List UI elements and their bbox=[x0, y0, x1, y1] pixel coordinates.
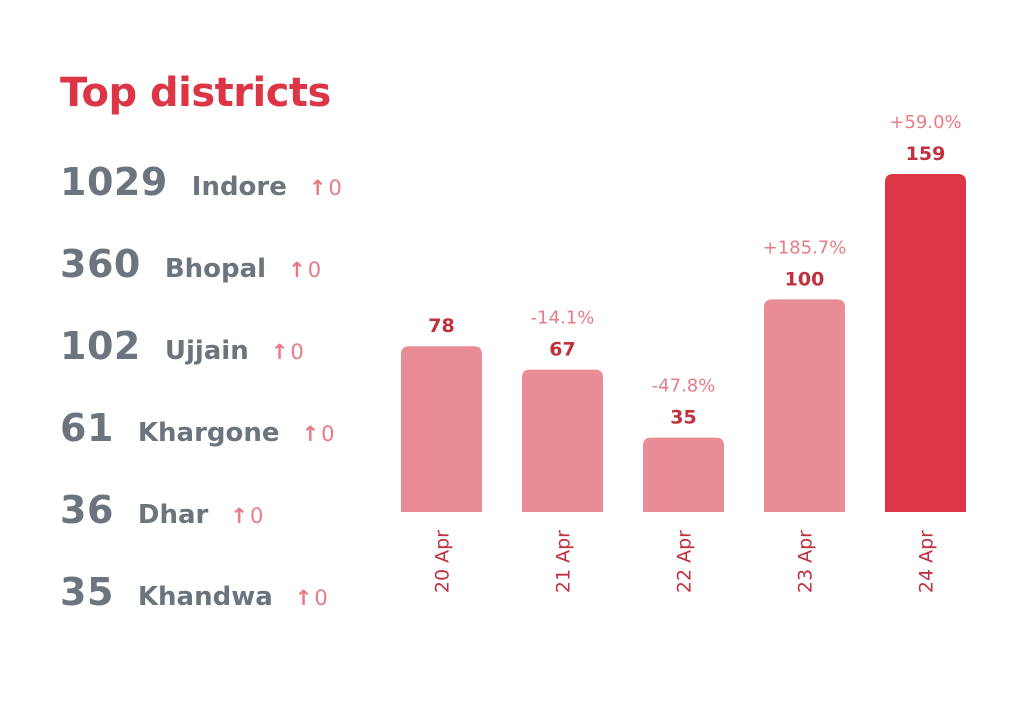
district-row[interactable]: 35 Khandwa ↑ 0 bbox=[60, 570, 328, 620]
page-title: Top districts bbox=[60, 70, 331, 116]
district-count: 102 bbox=[60, 324, 141, 368]
bar bbox=[522, 369, 603, 512]
district-row[interactable]: 61 Khargone ↑ 0 bbox=[60, 406, 335, 456]
district-delta-value: 0 bbox=[328, 176, 342, 200]
district-row[interactable]: 360 Bhopal ↑ 0 bbox=[60, 242, 321, 292]
district-delta-value: 0 bbox=[314, 586, 328, 610]
change-label: +185.7% bbox=[763, 237, 847, 258]
arrow-up-icon: ↑ bbox=[301, 422, 320, 446]
district-delta-value: 0 bbox=[307, 258, 322, 282]
arrow-up-icon: ↑ bbox=[270, 340, 289, 364]
district-delta-value: 0 bbox=[290, 340, 304, 364]
district-row[interactable]: 102 Ujjain ↑ 0 bbox=[60, 324, 304, 374]
district-name: Khargone bbox=[137, 418, 280, 448]
district-count: 1029 bbox=[60, 160, 168, 204]
district-count: 36 bbox=[60, 488, 114, 532]
change-label: -14.1% bbox=[531, 308, 595, 329]
district-row[interactable]: 1029 Indore ↑ 0 bbox=[60, 160, 342, 210]
district-count: 35 bbox=[60, 570, 114, 614]
district-delta: ↑ 0 bbox=[295, 586, 328, 610]
bar bbox=[401, 346, 482, 512]
bar bbox=[643, 437, 724, 512]
district-delta: ↑ 0 bbox=[309, 176, 342, 200]
district-name: Indore bbox=[191, 172, 287, 202]
x-tick-label: 20 Apr bbox=[432, 530, 454, 593]
change-label: +59.0% bbox=[889, 112, 961, 133]
x-tick-label: 21 Apr bbox=[553, 530, 575, 593]
district-delta: ↑ 0 bbox=[271, 340, 304, 364]
district-name: Dhar bbox=[137, 500, 209, 530]
bar bbox=[885, 174, 966, 512]
x-tick-label: 24 Apr bbox=[916, 530, 938, 593]
data-label: 35 bbox=[670, 407, 696, 429]
data-label: 67 bbox=[549, 339, 575, 361]
data-label: 100 bbox=[785, 268, 825, 290]
district-row[interactable]: 36 Dhar ↑ 0 bbox=[60, 488, 263, 538]
district-name: Khandwa bbox=[137, 582, 273, 612]
district-count: 360 bbox=[60, 242, 141, 286]
data-label: 159 bbox=[906, 143, 946, 165]
district-name: Ujjain bbox=[164, 336, 249, 366]
arrow-up-icon: ↑ bbox=[294, 586, 313, 610]
district-delta-value: 0 bbox=[321, 422, 335, 446]
district-delta: ↑ 0 bbox=[302, 422, 335, 446]
x-tick-label: 23 Apr bbox=[795, 530, 817, 593]
arrow-up-icon: ↑ bbox=[288, 258, 306, 282]
district-delta-value: 0 bbox=[249, 504, 264, 528]
arrow-up-icon: ↑ bbox=[230, 504, 248, 528]
data-label: 78 bbox=[428, 315, 454, 337]
bar bbox=[764, 299, 845, 512]
x-tick-label: 22 Apr bbox=[674, 530, 696, 593]
change-label: -47.8% bbox=[652, 376, 716, 397]
district-name: Bhopal bbox=[164, 254, 267, 284]
district-delta: ↑ 0 bbox=[288, 258, 321, 282]
district-delta: ↑ 0 bbox=[230, 504, 263, 528]
arrow-up-icon: ↑ bbox=[308, 176, 327, 200]
district-count: 61 bbox=[60, 406, 114, 450]
